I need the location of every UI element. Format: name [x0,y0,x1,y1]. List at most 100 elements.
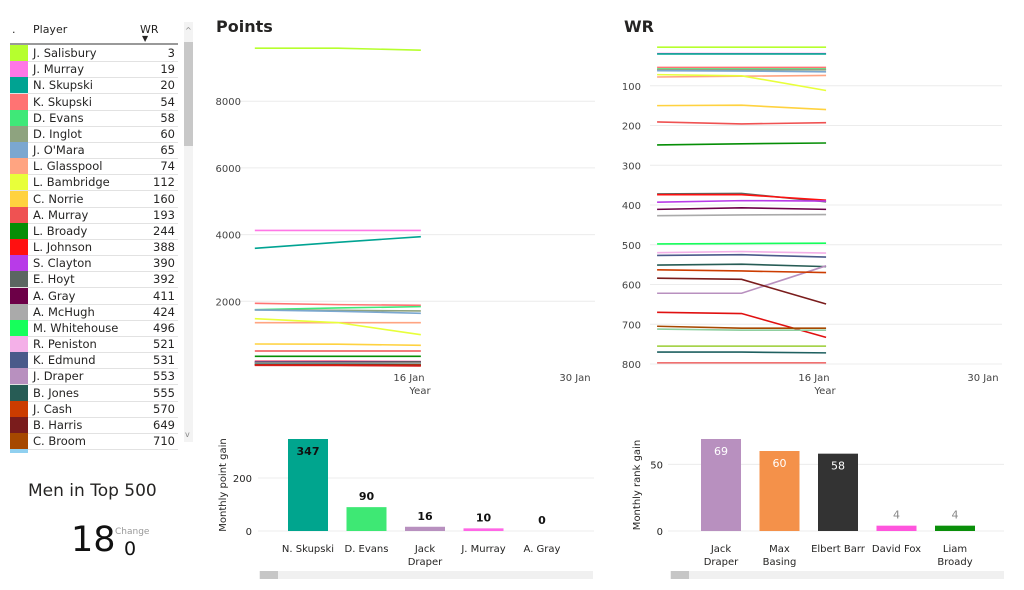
table-row[interactable]: J. Draper 553 [10,368,178,386]
category-label: Basing [763,557,797,568]
bar-data-label: 58 [831,460,845,473]
y-tick-label: 800 [622,360,641,371]
player-wr: 74 [160,159,175,174]
sort-descending-icon[interactable]: ▼ [142,34,149,43]
y-tick-label: 8000 [216,97,241,108]
series-line [657,325,827,330]
table-row[interactable]: A. McHugh 424 [10,303,178,321]
table-row[interactable]: E. Hoyt 392 [10,271,178,289]
player-color-swatch [10,384,28,401]
wr-chart-title: WR [624,17,654,36]
table-row[interactable]: B. Harris 649 [10,416,178,434]
table-row[interactable]: A. Gray 411 [10,287,178,305]
table-row[interactable]: N. Skupski 20 [10,77,178,95]
player-color-swatch [10,206,28,223]
scroll-up-icon[interactable]: ^ [185,26,192,35]
player-name: J. O'Mara [33,143,85,158]
x-tick-label: 16 Jan [798,373,829,384]
player-color-swatch [10,222,28,239]
player-name: D. Evans [33,110,84,125]
table-row[interactable]: L. Glasspool 74 [10,158,178,176]
table-row[interactable]: D. Inglot 60 [10,125,178,143]
bar-data-label: 4 [893,509,900,522]
points-bar-scrollbar[interactable] [259,571,593,579]
player-wr: 193 [153,207,175,222]
kpi-change-value: 0 [124,538,137,560]
table-row[interactable]: R. Peniston 521 [10,336,178,354]
table-row[interactable]: J. O'Mara 65 [10,142,178,160]
y-tick-label: 4000 [216,231,241,242]
table-row[interactable]: C. Norrie 160 [10,190,178,208]
table-row[interactable]: L. Johnson 388 [10,239,178,257]
player-color-swatch [10,416,28,433]
table-row[interactable]: L. Broady 244 [10,222,178,240]
series-line [657,193,827,202]
player-color-swatch [10,433,28,450]
player-color-swatch [10,352,28,369]
table-row[interactable]: M. Whitehouse 496 [10,319,178,337]
table-scrollbar[interactable] [184,22,193,442]
category-label: Jack [414,544,436,555]
series-line [657,73,827,92]
series-line [657,328,827,332]
player-color-swatch [10,400,28,417]
table-row[interactable]: A. Murray 193 [10,206,178,224]
series-line [657,253,827,258]
rank-bar-scrollbar[interactable] [670,571,1004,579]
table-row[interactable]: D. Evans 58 [10,109,178,127]
bar-data-label: 347 [297,445,320,458]
table-row[interactable]: S. Clayton 390 [10,255,178,273]
series-line [657,121,827,125]
player-wr: 496 [153,320,175,335]
y-axis-label: Monthly point gain [218,438,229,532]
table-row[interactable]: L. Bambridge 112 [10,174,178,192]
y-tick-label: 6000 [216,164,241,175]
player-wr: 570 [153,401,175,416]
player-color-swatch [10,336,28,353]
kpi-value: 18 [71,520,116,560]
series-line [657,242,827,245]
rank-bar-scrollbar-thumb[interactable] [671,571,689,579]
player-color-swatch [10,255,28,272]
table-row[interactable]: K. Skupski 54 [10,93,178,111]
table-row[interactable]: C. Broom 710 [10,433,178,451]
table-row[interactable]: J. Murray 19 [10,61,178,79]
points-chart-title: Points [216,17,273,36]
player-wr: 19 [160,62,175,77]
player-name: L. Johnson [33,240,93,255]
kpi-title: Men in Top 500 [28,481,157,501]
player-wr: 65 [160,143,175,158]
wr-column-header[interactable]: WR [140,23,159,36]
series-line [657,250,827,254]
player-wr: 58 [160,110,175,125]
series-line [657,263,827,268]
series-line [657,206,827,211]
player-name: J. Murray [33,62,85,77]
series-line [254,343,421,347]
y-tick-label: 700 [622,320,641,331]
category-label: Liam [943,544,967,555]
scroll-down-icon[interactable]: v [185,430,190,439]
table-row[interactable]: J. Salisbury 3 [10,45,178,62]
player-color-swatch [10,239,28,256]
series-line [657,104,827,111]
color-column-header[interactable]: . [12,23,16,36]
bar [935,525,975,531]
table-scrollbar-thumb[interactable] [184,42,193,146]
player-color-swatch [10,158,28,175]
x-tick-label: 30 Jan [559,373,590,384]
table-row[interactable]: J. Cash 570 [10,400,178,418]
series-line [657,142,827,146]
player-wr: 553 [153,369,175,384]
bar [876,525,917,531]
bar [701,439,741,531]
player-column-header[interactable]: Player [33,23,68,36]
player-wr: 710 [153,434,175,449]
category-label: D. Evans [345,544,389,555]
table-row[interactable]: B. Jones 555 [10,384,178,402]
series-line [254,309,421,315]
points-bar-scrollbar-thumb[interactable] [260,571,278,579]
table-row[interactable]: K. Edmund 531 [10,352,178,370]
series-line [657,69,827,73]
